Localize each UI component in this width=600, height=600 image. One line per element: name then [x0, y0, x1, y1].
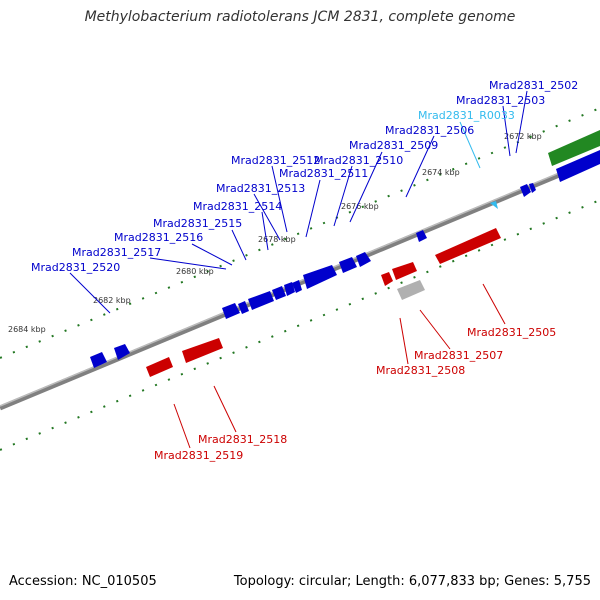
gene-feature [356, 252, 371, 267]
genome-summary: Topology: circular; Length: 6,077,833 bp… [233, 574, 591, 589]
gene-label[interactable]: Mrad2831_2506 [385, 124, 474, 137]
leader-line [191, 243, 233, 266]
gene-feature [90, 352, 107, 368]
leader-lines [69, 90, 528, 449]
leader-line [349, 151, 383, 223]
leader-line [333, 165, 353, 227]
gene-label[interactable]: Mrad2831_2505 [467, 326, 556, 339]
rna-feature [490, 201, 498, 209]
gene-label[interactable]: Mrad2831_2503 [456, 94, 545, 107]
genome-backbone [0, 155, 600, 411]
gene-feature [182, 338, 223, 363]
leader-line [271, 165, 288, 233]
gene-feature [248, 291, 274, 310]
leader-line [69, 272, 111, 314]
gene-label[interactable]: Mrad2831_2514 [193, 200, 282, 213]
leader-line [399, 317, 409, 365]
gene-label[interactable]: Mrad2831_2511 [279, 167, 368, 180]
gene-labels: Mrad2831_2502 Mrad2831_2503 Mrad2831_R00… [31, 79, 578, 462]
leader-line [405, 135, 435, 198]
gene-label[interactable]: Mrad2831_2516 [114, 231, 203, 244]
gene-label[interactable]: Mrad2831_2520 [31, 261, 120, 274]
leader-line [419, 309, 451, 350]
reverse-guide-line [0, 199, 600, 451]
gene-feature [284, 282, 295, 296]
forward-genes [90, 183, 536, 368]
gene-feature [416, 230, 427, 242]
gene-label[interactable]: Mrad2831_2509 [349, 139, 438, 152]
reverse-genes [146, 228, 501, 377]
gene-feature [381, 272, 393, 286]
leader-line [213, 385, 237, 433]
leader-line [502, 105, 511, 157]
gene-feature [339, 257, 357, 273]
gene-feature [529, 183, 536, 193]
map-title: Methylobacterium radiotolerans JCM 2831,… [84, 9, 516, 25]
gene-feature [292, 280, 302, 293]
leader-line [261, 211, 269, 251]
gene-feature [435, 228, 501, 264]
tick-label: 2678 kbp [258, 235, 296, 244]
leader-line [149, 257, 227, 270]
leader-line [173, 403, 191, 449]
leader-line [459, 121, 481, 169]
gene-feature [238, 301, 249, 314]
leader-line [305, 179, 321, 238]
tick-label: 2682 kbp [93, 296, 131, 305]
gene-label[interactable]: Mrad2831_2508 [376, 364, 465, 377]
top-right-forward-feature [556, 150, 600, 182]
tick-label: 2680 kbp [176, 267, 214, 276]
gene-label[interactable]: Mrad2831_2519 [154, 449, 243, 462]
gray-feature [397, 280, 425, 300]
gene-feature [114, 344, 130, 360]
gene-feature [303, 265, 337, 289]
gene-feature [146, 357, 173, 377]
leader-line [482, 283, 506, 325]
forward-guide-line [0, 107, 600, 359]
accession-label: Accession: NC_010505 [9, 574, 157, 589]
tick-label: 2674 kbp [422, 168, 460, 177]
green-feature [548, 130, 600, 166]
gene-label[interactable]: Mrad2831_R0033 [418, 109, 515, 122]
gene-label[interactable]: Mrad2831_2513 [216, 182, 305, 195]
gene-label[interactable]: Mrad2831_2518 [198, 433, 287, 446]
gene-label[interactable]: Mrad2831_2512 [231, 154, 320, 167]
gene-feature [272, 286, 286, 300]
gene-label[interactable]: Mrad2831_2502 [489, 79, 578, 92]
tick-label: 2684 kbp [8, 325, 46, 334]
tick-label: 2676 kbp [341, 202, 379, 211]
leader-line [515, 90, 528, 154]
gene-feature [520, 184, 531, 197]
leader-line [231, 229, 247, 261]
gene-feature [392, 262, 417, 280]
tick-label: 2672 kbp [504, 132, 542, 141]
gene-label[interactable]: Mrad2831_2510 [314, 154, 403, 167]
gene-feature [222, 303, 240, 319]
gene-label[interactable]: Mrad2831_2515 [153, 217, 242, 230]
gene-label[interactable]: Mrad2831_2517 [72, 246, 161, 259]
gene-label[interactable]: Mrad2831_2507 [414, 349, 503, 362]
leader-line [253, 193, 281, 241]
